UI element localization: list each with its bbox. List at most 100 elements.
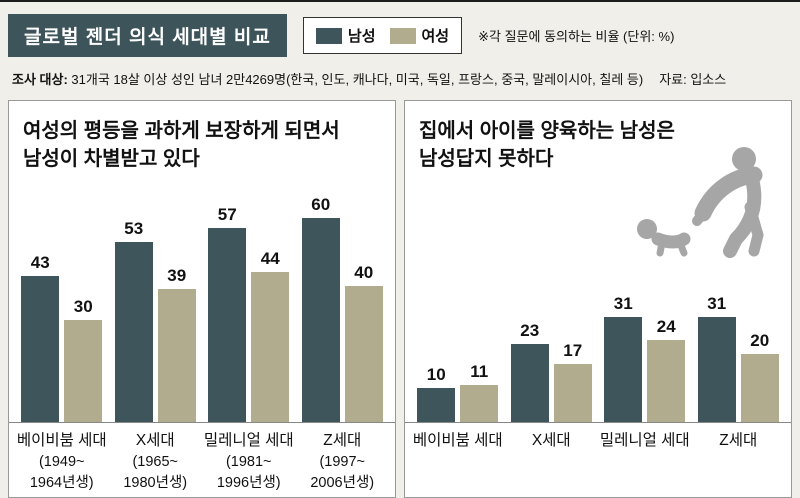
bar-male (510, 343, 549, 422)
bar-column: 40 (344, 263, 383, 422)
bar-value-label: 11 (470, 361, 489, 381)
bar-column: 10 (417, 365, 456, 422)
bar-column: 24 (647, 317, 686, 422)
panel-title-left-line2: 남성이 차별받고 있다 (23, 148, 200, 170)
category-sublabel: (1997~ (319, 453, 366, 470)
chart-panel-discrimination: 여성의 평등을 과하게 보장하게 되면서 남성이 차별받고 있다 43 30 53 3… (8, 100, 396, 498)
bar-value-label: 17 (563, 341, 583, 361)
bar-group: 57 44 (202, 205, 296, 422)
header: 글로벌 젠더 의식 세대별 비교 남성 여성 ※각 질문에 동의하는 비율 (단… (8, 14, 792, 57)
bar-male (417, 388, 456, 422)
panel-title-right-line2: 남성답지 못하다 (419, 148, 554, 170)
bar-value-label: 10 (426, 365, 446, 384)
category-label: 베이비붐 세대 (16, 432, 107, 449)
panel-title-left: 여성의 평등을 과하게 보장하게 되면서 남성이 차별받고 있다 (23, 117, 381, 173)
survey-info: 조사 대상: 31개국 18살 이상 성인 남녀 2만4269명(한국, 인도,… (12, 69, 792, 88)
chart-legend: 남성 여성 (302, 17, 463, 54)
bar-female (157, 289, 196, 422)
bar-value-label: 30 (73, 297, 93, 316)
chart-panels: 여성의 평등을 과하게 보장하게 되면서 남성이 차별받고 있다 43 30 53 3… (8, 100, 792, 498)
bar-column: 53 (114, 218, 153, 422)
category-sublabel: (1965~ (132, 453, 179, 470)
legend-item-female: 여성 (389, 25, 450, 46)
legend-item-male: 남성 (315, 25, 376, 46)
legend-label-male: 남성 (347, 28, 376, 45)
legend-label-female: 여성 (421, 28, 450, 45)
category-cell: 베이비붐 세대 (1949~ 1964년생) (15, 430, 109, 495)
category-cell: Z세대 (1997~ 2006년생) (296, 430, 390, 495)
bar-value-label: 23 (520, 320, 540, 340)
bar-column: 39 (157, 266, 196, 422)
category-sublabel: 1996년생) (216, 475, 281, 492)
bar-male (301, 218, 340, 422)
category-label: X세대 (135, 432, 175, 449)
bar-value-label: 31 (707, 293, 727, 313)
category-cell: 베이비붐 세대 (411, 430, 505, 452)
bar-group: 60 40 (296, 195, 390, 422)
bar-value-label: 44 (260, 249, 280, 269)
bar-female (740, 354, 779, 422)
panel-title-left-line1: 여성의 평등을 과하게 보장하게 되면서 (23, 120, 340, 142)
bar-female (344, 286, 383, 422)
bar-female (647, 340, 686, 422)
bar-male (114, 241, 153, 422)
bar-value-label: 39 (167, 266, 187, 286)
bar-group: 31 20 (692, 294, 786, 422)
bar-column: 43 (21, 252, 60, 422)
category-cell: X세대 (505, 430, 599, 452)
category-labels: 베이비붐 세대 (1949~ 1964년생) X세대 (1965~ 1980년생) 밀레니얼… (15, 423, 389, 495)
panel-title-right: 집에서 아이를 양육하는 남성은 남성답지 못하다 (419, 117, 777, 173)
bar-value-label: 31 (613, 293, 633, 313)
category-sublabel: (1949~ (38, 453, 85, 470)
category-cell: 밀레니얼 세대 (598, 430, 692, 452)
bars-area: 10 11 23 17 31 24 31 20 (405, 187, 791, 423)
survey-text: 31개국 18살 이상 성인 남녀 2만4269명(한국, 인도, 캐나다, 미… (67, 72, 644, 87)
bar-value-label: 43 (30, 252, 50, 272)
male-swatch (315, 27, 342, 44)
bar-male (697, 316, 736, 422)
bar-group: 23 17 (505, 321, 599, 422)
bar-female (553, 364, 592, 422)
bar-column: 31 (697, 293, 736, 422)
category-sublabel: (1981~ (225, 453, 272, 470)
female-swatch (389, 27, 416, 44)
bar-group: 53 39 (109, 219, 203, 422)
bar-male (208, 228, 247, 422)
bar-value-label: 20 (750, 331, 770, 350)
bars-area: 43 30 53 39 57 44 60 40 (9, 187, 395, 423)
bar-group: 43 30 (15, 253, 109, 422)
unit-note: ※각 질문에 동의하는 비율 (단위: %) (478, 29, 675, 44)
bar-chart-left: 43 30 53 39 57 44 60 40 베이비붐 세대 (1949~ 1964년생) X세대… (9, 187, 395, 495)
bar-value-label: 60 (311, 195, 331, 214)
bar-column: 57 (208, 205, 247, 422)
bar-column: 60 (301, 195, 340, 422)
category-cell: 밀레니얼 세대 (1981~ 1996년생) (202, 430, 296, 495)
bar-column: 20 (740, 331, 779, 422)
bar-value-label: 53 (124, 218, 144, 238)
page-title: 글로벌 젠더 의식 세대별 비교 (8, 14, 287, 57)
bar-column: 23 (510, 320, 549, 422)
bar-group: 10 11 (411, 362, 505, 422)
bar-female (64, 320, 103, 422)
survey-label: 조사 대상: (12, 72, 68, 87)
category-label: Z세대 (323, 432, 362, 449)
category-sublabel: 2006년생) (310, 475, 375, 492)
category-sublabel: 1964년생) (29, 475, 94, 492)
bar-column: 30 (64, 297, 103, 422)
bar-column: 11 (460, 361, 499, 422)
panel-title-right-line1: 집에서 아이를 양육하는 남성은 (419, 120, 675, 142)
bar-value-label: 40 (354, 263, 374, 282)
adult-and-baby-icon (625, 145, 777, 268)
chart-panel-childcare: 집에서 아이를 양육하는 남성은 남성답지 못하다 (404, 100, 792, 498)
bar-male (604, 316, 643, 422)
bar-female (251, 272, 290, 422)
category-labels: 베이비붐 세대 X세대 밀레니얼 세대 Z세대 (411, 423, 785, 452)
bar-group: 31 24 (598, 294, 692, 422)
category-sublabel: 1980년생) (123, 475, 188, 492)
category-cell: Z세대 (692, 430, 786, 452)
category-label: Z세대 (719, 432, 758, 449)
bar-column: 44 (251, 249, 290, 422)
bar-female (460, 384, 499, 422)
category-label: 밀레니얼 세대 (203, 432, 294, 449)
